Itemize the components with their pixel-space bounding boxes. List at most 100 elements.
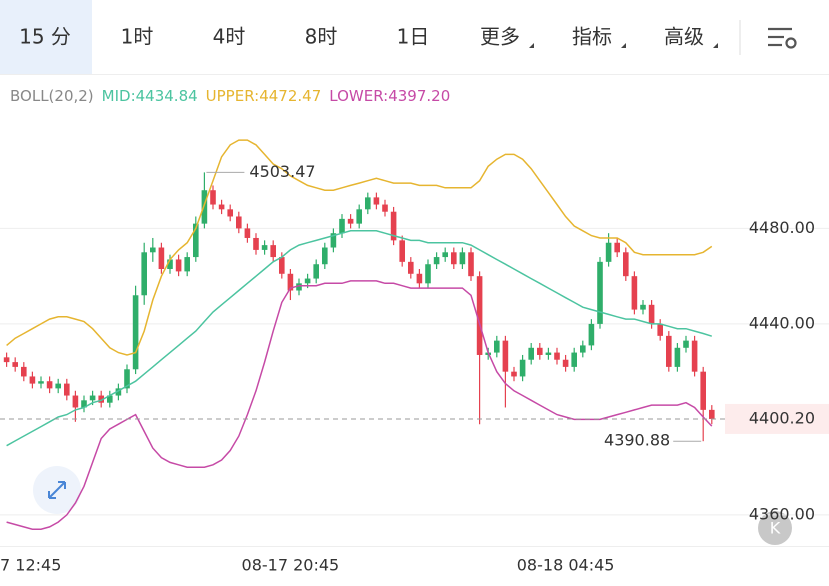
candle-body xyxy=(184,257,190,272)
y-tick-label: 4360.00 xyxy=(749,504,815,523)
active-tab-bg xyxy=(0,0,92,74)
candle-body xyxy=(244,228,251,238)
candle-body xyxy=(537,347,543,355)
tab[interactable]: 指标 xyxy=(572,25,612,49)
candle-body xyxy=(614,242,620,253)
candle-body xyxy=(330,233,337,248)
candle-body xyxy=(64,383,70,396)
candle-body xyxy=(3,357,10,363)
candle-body xyxy=(502,340,509,372)
legend-item: BOLL(20,2) xyxy=(10,87,94,105)
last-price-label: 4400.20 xyxy=(749,408,815,427)
svg-text:K: K xyxy=(770,519,781,538)
candle-body xyxy=(648,304,655,324)
candle-body xyxy=(390,211,397,241)
dropdown-caret xyxy=(529,43,534,48)
candle-body xyxy=(545,352,552,355)
last-price-tag xyxy=(725,403,829,434)
candle-body xyxy=(193,223,199,258)
candle-body xyxy=(476,276,483,355)
candle-body xyxy=(261,245,268,250)
candle-body xyxy=(528,347,534,360)
candle-body xyxy=(605,242,612,262)
dropdown-caret xyxy=(621,43,626,48)
legend-item: MID:4434.84 xyxy=(102,87,198,105)
indicator-legend: BOLL(20,2) MID:4434.84 UPPER:4472.47 LOWER:… xyxy=(10,87,450,105)
tab[interactable]: 15 分 xyxy=(19,25,71,49)
tab[interactable]: 高级 xyxy=(664,25,704,49)
candle-body xyxy=(124,369,130,389)
tab[interactable]: 4时 xyxy=(213,25,246,49)
candle-body xyxy=(442,252,448,258)
candle-body xyxy=(408,261,414,274)
expand-button[interactable] xyxy=(33,466,81,514)
k-button[interactable]: K xyxy=(758,511,792,545)
settings-icon[interactable] xyxy=(768,27,797,49)
candle-body xyxy=(304,278,311,284)
candle-body xyxy=(46,381,53,389)
candle-body xyxy=(201,190,208,224)
candle-body xyxy=(279,257,285,274)
candle-body xyxy=(210,190,216,205)
candle-body xyxy=(81,400,87,408)
tab[interactable]: 1时 xyxy=(121,25,154,49)
candle-body xyxy=(459,252,466,265)
tab[interactable]: 8时 xyxy=(305,25,338,49)
candle-body xyxy=(580,345,586,353)
candle-body xyxy=(356,209,362,224)
candle-body xyxy=(554,352,560,360)
candle-body xyxy=(89,395,96,401)
candle-body xyxy=(132,295,139,370)
boll-line xyxy=(6,280,713,530)
legend-item: LOWER:4397.20 xyxy=(329,87,450,105)
candle-body xyxy=(433,257,440,265)
high-marker-label: 4503.47 xyxy=(249,162,315,181)
candle-body xyxy=(253,237,259,250)
candle-body xyxy=(227,209,233,217)
candle-body xyxy=(691,340,698,372)
x-tick-label: 08-17 20:45 xyxy=(242,556,340,575)
candle-body xyxy=(270,245,276,258)
candle-body xyxy=(640,304,646,310)
x-tick-label: 08-18 04:45 xyxy=(517,556,615,575)
candle-body xyxy=(683,340,689,348)
candle-body xyxy=(38,381,44,384)
candle-body xyxy=(167,259,173,270)
candle-body xyxy=(12,362,18,367)
candle-body xyxy=(158,247,165,270)
candle-body xyxy=(218,204,225,210)
x-tick-label: 7 12:45 xyxy=(0,556,61,575)
candle-body xyxy=(21,366,27,377)
candle-body xyxy=(115,388,122,396)
y-tick-label: 4480.00 xyxy=(749,218,815,237)
tab[interactable]: 1日 xyxy=(397,25,430,49)
candle-body xyxy=(451,252,457,265)
candle-body xyxy=(107,395,113,403)
candle-body xyxy=(399,240,405,262)
candle-body xyxy=(562,359,569,367)
candle-body xyxy=(175,259,182,272)
candle-body xyxy=(416,273,423,284)
candle-body xyxy=(287,273,294,291)
candle-body xyxy=(657,323,663,336)
candle-body xyxy=(347,218,354,224)
boll-line xyxy=(6,139,713,356)
candle-body xyxy=(382,204,388,212)
candle-body xyxy=(468,252,474,277)
dropdown-caret xyxy=(713,43,718,48)
candle-body xyxy=(666,335,672,367)
candle-body xyxy=(494,340,500,353)
candle-body xyxy=(425,264,431,284)
candle-body xyxy=(141,252,147,296)
tab[interactable]: 更多 xyxy=(480,25,520,49)
candle-body xyxy=(674,347,681,367)
candle-body xyxy=(55,383,61,389)
candle-body xyxy=(700,371,706,410)
candle-body xyxy=(98,395,104,403)
candle-body xyxy=(519,359,526,377)
candle-body xyxy=(597,261,603,324)
candle-body xyxy=(588,323,595,346)
candle-body xyxy=(631,276,638,310)
boll-line xyxy=(6,230,713,447)
